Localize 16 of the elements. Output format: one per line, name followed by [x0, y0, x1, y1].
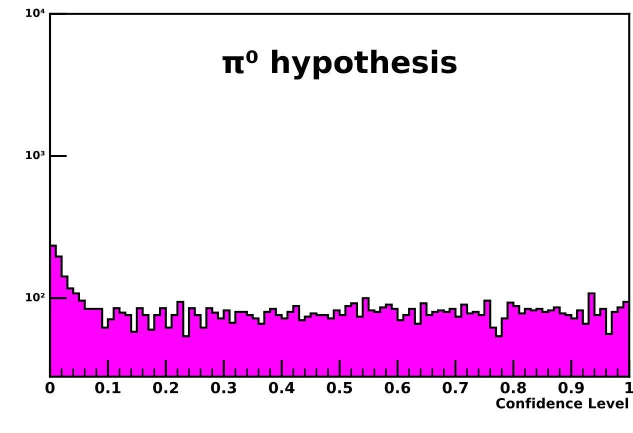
x-tick-label: 1 [626, 382, 633, 394]
y-tick-label: 10³ [26, 150, 45, 160]
x-tick-label: 0.8 [500, 382, 526, 394]
x-tick-label: 0 [45, 382, 55, 394]
x-tick-label: 0.6 [384, 382, 410, 394]
x-tick-label: 0.1 [95, 382, 120, 394]
text: π⁰ hypothesis [222, 50, 456, 80]
x-tick-label: 0.9 [558, 382, 584, 394]
x-tick-label: 0.2 [153, 382, 178, 394]
y-tick-label: 10² [26, 292, 45, 302]
y-tick-label: 10⁴ [26, 8, 45, 18]
x-tick-label: 0.3 [210, 382, 236, 394]
x-axis-title: Confidence Level [496, 398, 628, 408]
x-tick-label: 0.7 [442, 382, 468, 394]
x-tick-label: 0.5 [326, 382, 352, 394]
x-tick-label: 0.4 [268, 382, 295, 394]
